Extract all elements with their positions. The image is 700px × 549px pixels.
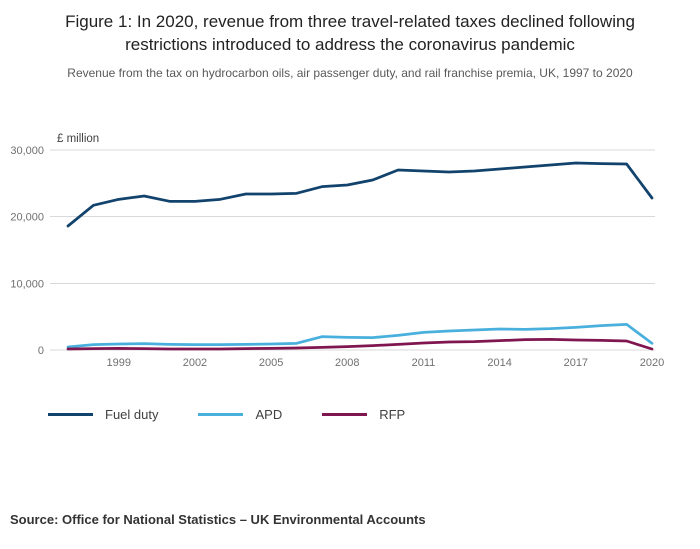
fuel-duty-legend-label: Fuel duty: [105, 407, 159, 422]
rfp-swatch: [322, 413, 368, 416]
y-axis-unit-label: £ million: [57, 133, 99, 145]
rfp-legend-label: RFP: [379, 407, 406, 422]
chart-title: Figure 1: In 2020, revenue from three tr…: [65, 12, 635, 55]
series-line-fuel-duty: [66, 161, 654, 228]
series-line-rfp: [66, 337, 654, 351]
chart-legend: Fuel duty APD RFP: [48, 407, 405, 422]
apd-swatch: [198, 413, 244, 416]
legend-item-fuel-duty: Fuel duty: [48, 407, 158, 422]
x-axis-tick-label: 2011: [412, 357, 436, 369]
chart-subtitle: Revenue from the tax on hydrocarbon oils…: [67, 65, 633, 80]
x-axis-tick-label: 2002: [183, 357, 207, 369]
x-axis-tick-label: 2008: [335, 357, 359, 369]
y-axis-tick-label: 10,000: [10, 278, 44, 290]
y-axis-tick-label: 30,000: [10, 145, 44, 157]
fuel-duty-swatch: [48, 413, 93, 416]
y-axis-tick-label: 20,000: [10, 212, 44, 224]
x-axis-tick-label: 1999: [107, 357, 131, 369]
source-attribution: Source: Office for National Statistics –…: [10, 512, 426, 527]
x-axis-tick-label: 2020: [640, 357, 664, 369]
line-chart-svg: 0 10,000 20,000 30,000 £ million 1999 2002 2005…: [10, 133, 664, 369]
legend-item-apd: APD: [198, 407, 282, 422]
x-axis-tick-label: 2005: [259, 357, 283, 369]
legend-item-rfp: RFP: [322, 407, 405, 422]
series-line-apd: [66, 322, 654, 349]
apd-legend-label: APD: [255, 407, 283, 422]
x-axis-tick-label: 2017: [564, 357, 588, 369]
x-axis-tick-label: 2014: [487, 357, 511, 369]
y-axis-tick-label: 0: [38, 345, 44, 357]
